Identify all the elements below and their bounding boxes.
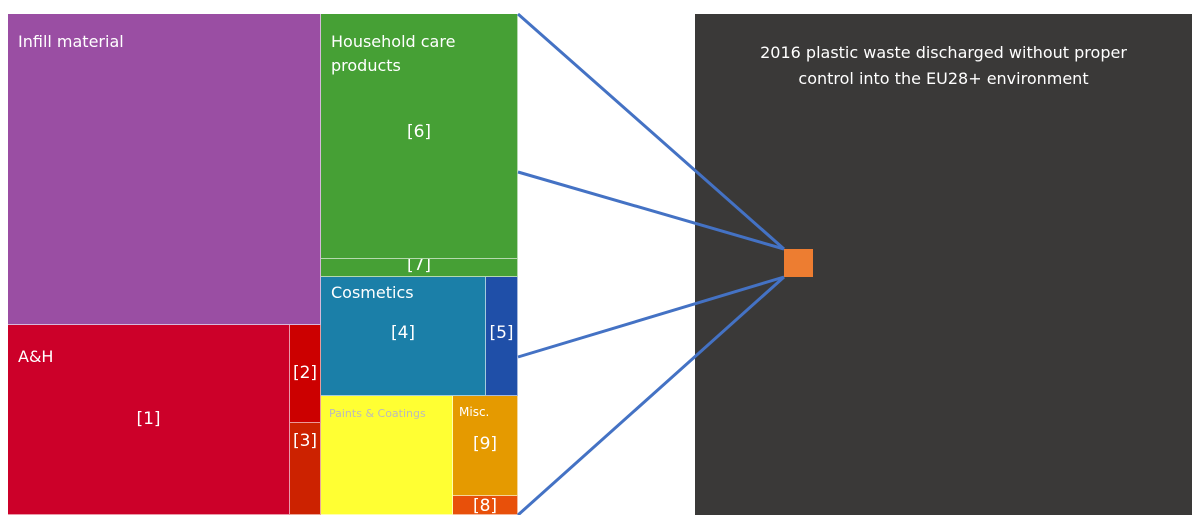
panel-title: 2016 plastic waste discharged without pr…	[760, 43, 1127, 88]
node: [8]	[453, 496, 518, 515]
node: [7]	[321, 259, 518, 277]
node: [2]	[290, 325, 321, 423]
node-tag: [7]	[406, 259, 432, 275]
connector	[517, 170, 785, 251]
node: Household care products [6]	[321, 14, 518, 259]
node-tag: [1]	[136, 409, 161, 429]
node-tag: [3]	[292, 431, 318, 451]
panel: 2016 plastic waste discharged without pr…	[695, 14, 1192, 515]
node-tag: [4]	[390, 323, 416, 343]
node: Paints & Coatings	[321, 396, 453, 515]
node-tag: [8]	[472, 496, 498, 515]
node: Misc. [9]	[453, 396, 518, 496]
node: [3]	[290, 423, 321, 515]
connector	[517, 12, 785, 251]
node: A&H [1]	[8, 325, 290, 515]
node: Cosmetics [4]	[321, 277, 486, 396]
node: [5]	[486, 277, 518, 396]
highlight-square	[784, 249, 813, 277]
node-name: Cosmetics	[331, 283, 414, 302]
node-tag: [9]	[472, 434, 498, 454]
node-tag: [6]	[406, 122, 432, 142]
node-name: Misc.	[459, 405, 490, 419]
connector	[517, 275, 785, 359]
node-name: A&H	[18, 347, 54, 366]
node-name: Infill material	[18, 32, 124, 51]
connector	[516, 275, 786, 515]
node-tag: [5]	[489, 323, 514, 343]
node-name: Household care products	[331, 32, 456, 75]
node: Infill material	[8, 14, 321, 325]
node-name: Paints & Coatings	[329, 407, 426, 420]
node-tag: [2]	[292, 363, 318, 383]
